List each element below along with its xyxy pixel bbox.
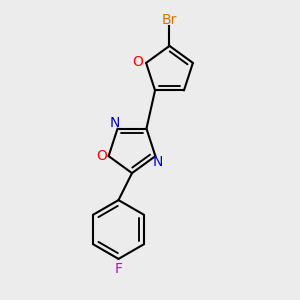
Text: F: F — [115, 262, 122, 276]
Text: O: O — [97, 149, 107, 163]
Text: N: N — [153, 154, 163, 169]
Text: Br: Br — [162, 13, 178, 27]
Text: O: O — [132, 55, 143, 69]
Text: N: N — [110, 116, 120, 130]
